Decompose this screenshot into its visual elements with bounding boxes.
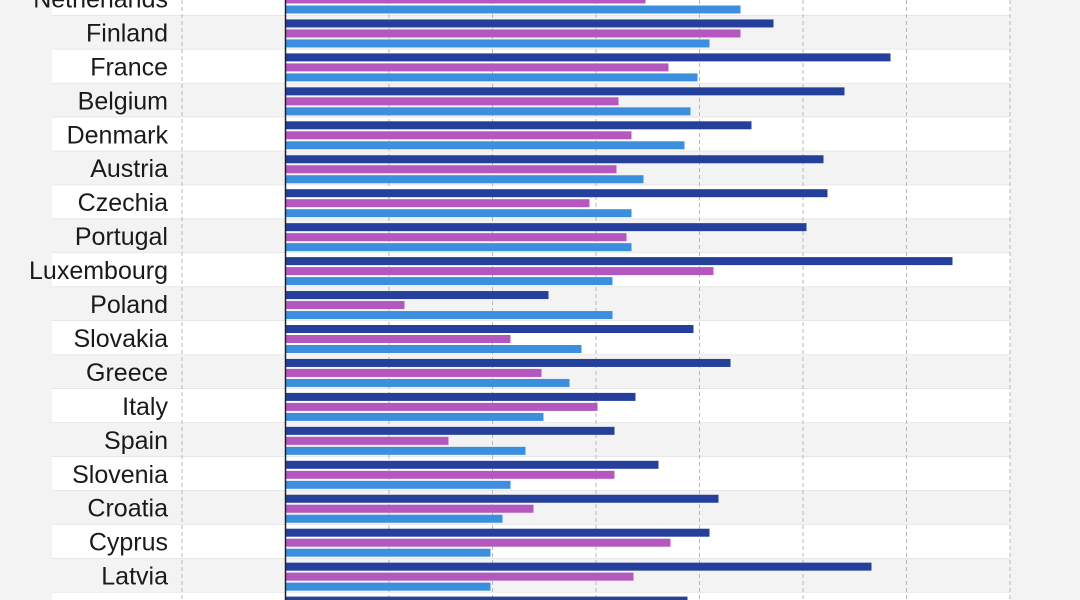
bar xyxy=(285,378,570,387)
bar xyxy=(285,538,671,547)
bar xyxy=(285,325,694,333)
bar xyxy=(285,335,511,343)
bar xyxy=(285,277,613,286)
bar xyxy=(285,426,615,435)
bar xyxy=(285,141,685,150)
bar xyxy=(285,582,491,591)
bar xyxy=(285,29,741,38)
category-label: Poland xyxy=(90,291,168,319)
category-label: Austria xyxy=(90,155,168,183)
bar xyxy=(285,87,845,96)
bar xyxy=(285,368,542,377)
bar xyxy=(285,548,491,557)
category-label: Slovenia xyxy=(72,461,168,489)
bar xyxy=(285,436,449,445)
bar xyxy=(285,73,698,82)
category-label: Finland xyxy=(86,19,168,47)
category-label: Croatia xyxy=(87,495,168,523)
category-label: Greece xyxy=(86,359,168,387)
bar xyxy=(285,223,807,232)
row-band xyxy=(52,592,1010,600)
bar xyxy=(285,460,659,469)
bar xyxy=(285,165,617,174)
bar xyxy=(285,131,632,140)
category-label: Denmark xyxy=(67,121,169,149)
category-label: France xyxy=(90,53,168,81)
bar xyxy=(285,562,872,571)
bar xyxy=(285,19,774,28)
bar xyxy=(285,528,710,537)
bar xyxy=(285,358,731,367)
category-label: Estonia xyxy=(85,597,168,600)
bar xyxy=(285,175,644,184)
bar xyxy=(285,97,619,106)
bar xyxy=(285,53,891,62)
bar xyxy=(285,470,615,479)
bar xyxy=(285,155,824,164)
bar xyxy=(285,257,953,266)
bar xyxy=(285,514,503,523)
bar xyxy=(285,267,714,276)
bar xyxy=(285,311,613,320)
category-label: Czechia xyxy=(78,189,168,217)
bar xyxy=(285,446,526,455)
bar xyxy=(285,0,646,4)
category-label: Italy xyxy=(122,393,168,421)
bar xyxy=(285,209,632,218)
category-label: Belgium xyxy=(78,87,168,115)
bar xyxy=(285,233,627,242)
bar xyxy=(285,494,719,503)
bar xyxy=(285,107,691,116)
category-label: Latvia xyxy=(101,563,168,591)
bar xyxy=(285,596,688,600)
bar xyxy=(285,402,598,411)
category-label: Cyprus xyxy=(89,529,168,557)
bar xyxy=(285,39,710,48)
category-label: Spain xyxy=(104,427,168,455)
bar xyxy=(285,480,511,489)
bar xyxy=(285,63,669,72)
bar xyxy=(285,189,828,198)
bar xyxy=(285,412,544,421)
category-label: Netherlands xyxy=(33,0,168,13)
category-label: Portugal xyxy=(75,223,168,251)
bar xyxy=(285,345,582,353)
category-labels: Netherlands Finland France Belgium Denmark Au… xyxy=(29,0,168,600)
bar xyxy=(285,572,634,581)
category-label: Luxembourg xyxy=(29,257,168,285)
bar xyxy=(285,199,590,208)
bar xyxy=(285,291,549,300)
bar xyxy=(285,504,534,513)
bar xyxy=(285,5,741,14)
category-label: Slovakia xyxy=(74,325,169,353)
bar xyxy=(285,121,752,130)
bar xyxy=(285,392,636,401)
bars xyxy=(285,0,953,600)
bar xyxy=(285,243,632,252)
bar xyxy=(285,301,405,310)
